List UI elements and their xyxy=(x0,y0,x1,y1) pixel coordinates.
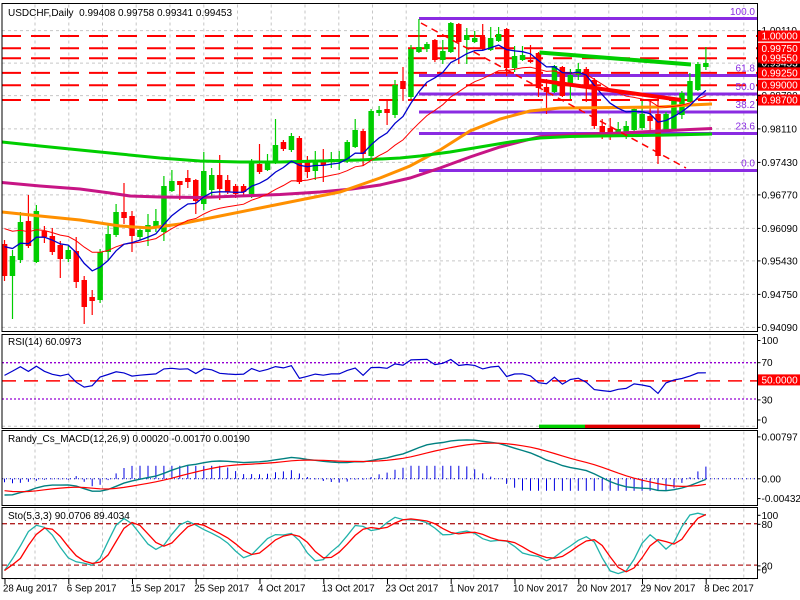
svg-text:30: 30 xyxy=(762,395,774,406)
svg-text:20: 20 xyxy=(762,561,774,572)
svg-text:29 Nov 2017: 29 Nov 2017 xyxy=(641,584,696,595)
svg-text:0.0: 0.0 xyxy=(741,159,755,170)
svg-text:61.8: 61.8 xyxy=(736,64,756,75)
svg-text:0.00797: 0.00797 xyxy=(762,432,799,443)
svg-text:0.96090: 0.96090 xyxy=(762,224,799,235)
svg-text:0.99550: 0.99550 xyxy=(762,54,799,65)
svg-text:Randy_Cs_MACD(12,26,9) 0.00020: Randy_Cs_MACD(12,26,9) 0.00020 -0.00170 … xyxy=(8,434,250,445)
svg-text:6 Sep 2017: 6 Sep 2017 xyxy=(67,584,117,595)
svg-text:100: 100 xyxy=(762,336,779,347)
svg-text:100.0: 100.0 xyxy=(730,7,755,18)
svg-text:0.99750: 0.99750 xyxy=(762,44,799,55)
svg-text:80: 80 xyxy=(762,520,774,531)
svg-text:100: 100 xyxy=(762,511,779,522)
svg-text:8 Dec 2017: 8 Dec 2017 xyxy=(704,584,754,595)
svg-text:0.98110: 0.98110 xyxy=(762,124,798,135)
svg-text:70: 70 xyxy=(762,358,774,369)
svg-text:0.97430: 0.97430 xyxy=(762,158,799,169)
svg-text:0.95430: 0.95430 xyxy=(762,256,799,267)
svg-text:0.99250: 0.99250 xyxy=(762,68,799,79)
svg-text:-0.00432: -0.00432 xyxy=(762,494,800,505)
svg-text:1 Nov 2017: 1 Nov 2017 xyxy=(449,584,499,595)
svg-text:23 Oct 2017: 23 Oct 2017 xyxy=(386,584,439,595)
svg-text:20 Nov 2017: 20 Nov 2017 xyxy=(577,584,632,595)
svg-text:0.94090: 0.94090 xyxy=(762,323,799,334)
svg-text:4 Oct 2017: 4 Oct 2017 xyxy=(258,584,305,595)
svg-text:0.96770: 0.96770 xyxy=(762,190,799,201)
svg-text:10 Nov 2017: 10 Nov 2017 xyxy=(513,584,568,595)
svg-text:Sto(5,3,3) 90.0706 89.4034: Sto(5,3,3) 90.0706 89.4034 xyxy=(8,511,130,522)
svg-text:0.99453: 0.99453 xyxy=(762,58,799,69)
svg-text:28 Aug 2017: 28 Aug 2017 xyxy=(3,584,57,595)
svg-text:0: 0 xyxy=(762,565,768,576)
svg-text:23.6: 23.6 xyxy=(736,122,756,133)
svg-text:15 Sep 2017: 15 Sep 2017 xyxy=(131,584,186,595)
svg-text:25 Sep 2017: 25 Sep 2017 xyxy=(194,584,249,595)
svg-text:38.2: 38.2 xyxy=(736,100,756,111)
svg-text:50.0000: 50.0000 xyxy=(762,375,799,386)
svg-text:50.0: 50.0 xyxy=(736,82,756,93)
svg-text:0: 0 xyxy=(762,416,768,427)
svg-text:0.98700: 0.98700 xyxy=(762,96,799,107)
svg-text:0.94750: 0.94750 xyxy=(762,290,799,301)
svg-text:RSI(14) 60.0973: RSI(14) 60.0973 xyxy=(8,337,82,348)
svg-text:13 Oct 2017: 13 Oct 2017 xyxy=(322,584,375,595)
svg-text:1.00000: 1.00000 xyxy=(762,32,799,43)
svg-text:USDCHF,Daily 0.99408 0.99758: USDCHF,Daily 0.99408 0.99758 0.99341 0.9… xyxy=(8,8,232,19)
svg-text:0.99000: 0.99000 xyxy=(762,81,799,92)
svg-text:0.00: 0.00 xyxy=(762,474,782,485)
